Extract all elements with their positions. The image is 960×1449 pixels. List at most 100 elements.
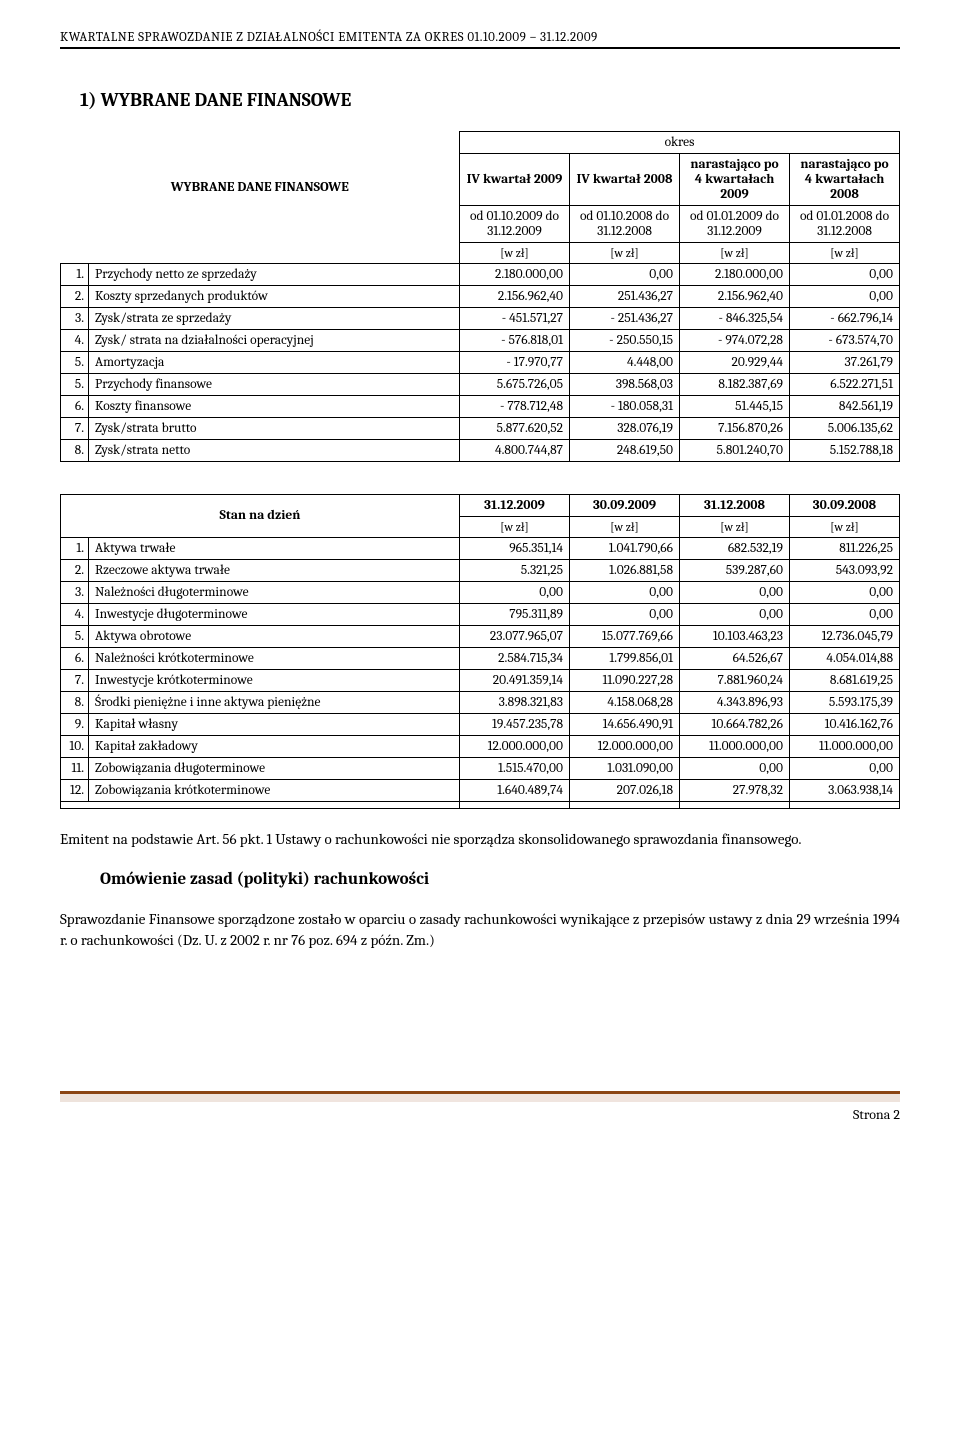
cell-value: 1.041.790,66: [570, 537, 680, 559]
cell-value: 14.656.490,91: [570, 713, 680, 735]
table-row: 8.Zysk/strata netto4.800.744,87248.619,5…: [61, 440, 900, 462]
footer-accent-bar: [60, 1094, 900, 1102]
row-number: 7.: [61, 418, 89, 440]
table-row: 7.Inwestycje krótkoterminowe20.491.359,1…: [61, 669, 900, 691]
row-number: 5.: [61, 374, 89, 396]
cell-value: 207.026,18: [570, 779, 680, 801]
table-row: 5.Przychody finansowe5.675.726,05398.568…: [61, 374, 900, 396]
cell-value: 0,00: [570, 603, 680, 625]
cell-value: 5.321,25: [460, 559, 570, 581]
cell-value: 64.526,67: [680, 647, 790, 669]
cell-value: 3.898.321,83: [460, 691, 570, 713]
cell-value: 10.416.162,76: [790, 713, 900, 735]
cell-value: 539.287,60: [680, 559, 790, 581]
cell-value: 2.180.000,00: [460, 264, 570, 286]
row-label: Inwestycje krótkoterminowe: [89, 669, 460, 691]
cell-value: 248.619,50: [570, 440, 680, 462]
page-footer: Strona 2: [60, 1091, 900, 1123]
cell-value: 965.351,14: [460, 537, 570, 559]
table2-col3-h1: 31.12.2008: [680, 494, 790, 516]
cell-value: 0,00: [570, 264, 680, 286]
cell-value: 398.568,03: [570, 374, 680, 396]
table2-col1-h1: 31.12.2009: [460, 494, 570, 516]
row-label: Zysk/strata ze sprzedaży: [89, 308, 460, 330]
table-row: 10.Kapitał zakładowy12.000.000,0012.000.…: [61, 735, 900, 757]
cell-value: 20.929,44: [680, 352, 790, 374]
paragraph-accounting-policy: Sprawozdanie Finansowe sporządzone zosta…: [60, 909, 900, 951]
cell-value: - 576.818,01: [460, 330, 570, 352]
financial-table-okres: WYBRANE DANE FINANSOWE okres IV kwartał …: [60, 131, 900, 462]
row-number: 7.: [61, 669, 89, 691]
cell-value: 4.054.014,88: [790, 647, 900, 669]
table1-wzl: [w zł]: [790, 243, 900, 264]
row-label: Środki pieniężne i inne aktywa pieniężne: [89, 691, 460, 713]
table1-col1-h1: IV kwartał 2009: [460, 154, 570, 206]
cell-value: 328.076,19: [570, 418, 680, 440]
table-row: 4.Inwestycje długoterminowe795.311,890,0…: [61, 603, 900, 625]
cell-value: - 673.574,70: [790, 330, 900, 352]
table1-corner-label: WYBRANE DANE FINANSOWE: [61, 132, 460, 243]
table-row: 9.Kapitał własny19.457.235,7814.656.490,…: [61, 713, 900, 735]
cell-value: 795.311,89: [460, 603, 570, 625]
cell-value: 1.515.470,00: [460, 757, 570, 779]
row-label: Należności krótkoterminowe: [89, 647, 460, 669]
row-label: Zobowiązania długoterminowe: [89, 757, 460, 779]
cell-value: 4.448,00: [570, 352, 680, 374]
financial-table-stan: Stan na dzień 31.12.2009 30.09.2009 31.1…: [60, 480, 900, 809]
row-label: Zysk/strata brutto: [89, 418, 460, 440]
cell-value: 4.800.744,87: [460, 440, 570, 462]
cell-value: 5.593.175,39: [790, 691, 900, 713]
cell-value: 27.978,32: [680, 779, 790, 801]
table-row: 1.Przychody netto ze sprzedaży2.180.000,…: [61, 264, 900, 286]
cell-value: 2.156.962,40: [680, 286, 790, 308]
table1-col3-h2: od 01.01.2009 do 31.12.2009: [680, 206, 790, 243]
row-number: 4.: [61, 603, 89, 625]
cell-value: 1.799.856,01: [570, 647, 680, 669]
cell-value: 543.093,92: [790, 559, 900, 581]
table2-wzl: [w zł]: [680, 516, 790, 537]
row-number: 10.: [61, 735, 89, 757]
table1-wzl: [w zł]: [460, 243, 570, 264]
subsection-title: Omówienie zasad (polityki) rachunkowości: [100, 870, 900, 889]
row-label: Inwestycje długoterminowe: [89, 603, 460, 625]
header-title: KWARTALNE SPRAWOZDANIE Z DZIAŁALNOŚCI EM…: [60, 30, 900, 45]
table1-col3-h1: narastająco po 4 kwartałach 2009: [680, 154, 790, 206]
cell-value: 1.031.090,00: [570, 757, 680, 779]
cell-value: 20.491.359,14: [460, 669, 570, 691]
paragraph-consolidated: Emitent na podstawie Art. 56 pkt. 1 Usta…: [60, 829, 900, 850]
cell-value: 0,00: [790, 603, 900, 625]
table-row: 4.Zysk/ strata na działalności operacyjn…: [61, 330, 900, 352]
table-row: 6.Należności krótkoterminowe2.584.715,34…: [61, 647, 900, 669]
cell-value: 12.000.000,00: [460, 735, 570, 757]
cell-value: 4.343.896,93: [680, 691, 790, 713]
cell-value: 842.561,19: [790, 396, 900, 418]
cell-value: 0,00: [680, 603, 790, 625]
cell-value: - 451.571,27: [460, 308, 570, 330]
table1-col2-h1: IV kwartał 2008: [570, 154, 680, 206]
table-row: 12.Zobowiązania krótkoterminowe1.640.489…: [61, 779, 900, 801]
table1-col2-h2: od 01.10.2008 do 31.12.2008: [570, 206, 680, 243]
cell-value: 4.158.068,28: [570, 691, 680, 713]
row-label: Amortyzacja: [89, 352, 460, 374]
table-row: 5.Aktywa obrotowe23.077.965,0715.077.769…: [61, 625, 900, 647]
cell-value: - 17.970,77: [460, 352, 570, 374]
cell-value: 7.881.960,24: [680, 669, 790, 691]
cell-value: 51.445,15: [680, 396, 790, 418]
cell-value: 15.077.769,66: [570, 625, 680, 647]
section-title: 1) WYBRANE DANE FINANSOWE: [80, 89, 900, 111]
table-row: 1.Aktywa trwałe965.351,141.041.790,66682…: [61, 537, 900, 559]
table2-col2-h1: 30.09.2009: [570, 494, 680, 516]
cell-value: 12.736.045,79: [790, 625, 900, 647]
row-number: 1.: [61, 264, 89, 286]
row-label: Koszty sprzedanych produktów: [89, 286, 460, 308]
table-row: 7.Zysk/strata brutto5.877.620,52328.076,…: [61, 418, 900, 440]
cell-value: - 250.550,15: [570, 330, 680, 352]
table1-okres-header: okres: [460, 132, 900, 154]
cell-value: 5.877.620,52: [460, 418, 570, 440]
cell-value: 2.156.962,40: [460, 286, 570, 308]
cell-value: - 180.058,31: [570, 396, 680, 418]
row-number: 12.: [61, 779, 89, 801]
table-row: 11.Zobowiązania długoterminowe1.515.470,…: [61, 757, 900, 779]
cell-value: 0,00: [790, 581, 900, 603]
row-label: Koszty finansowe: [89, 396, 460, 418]
